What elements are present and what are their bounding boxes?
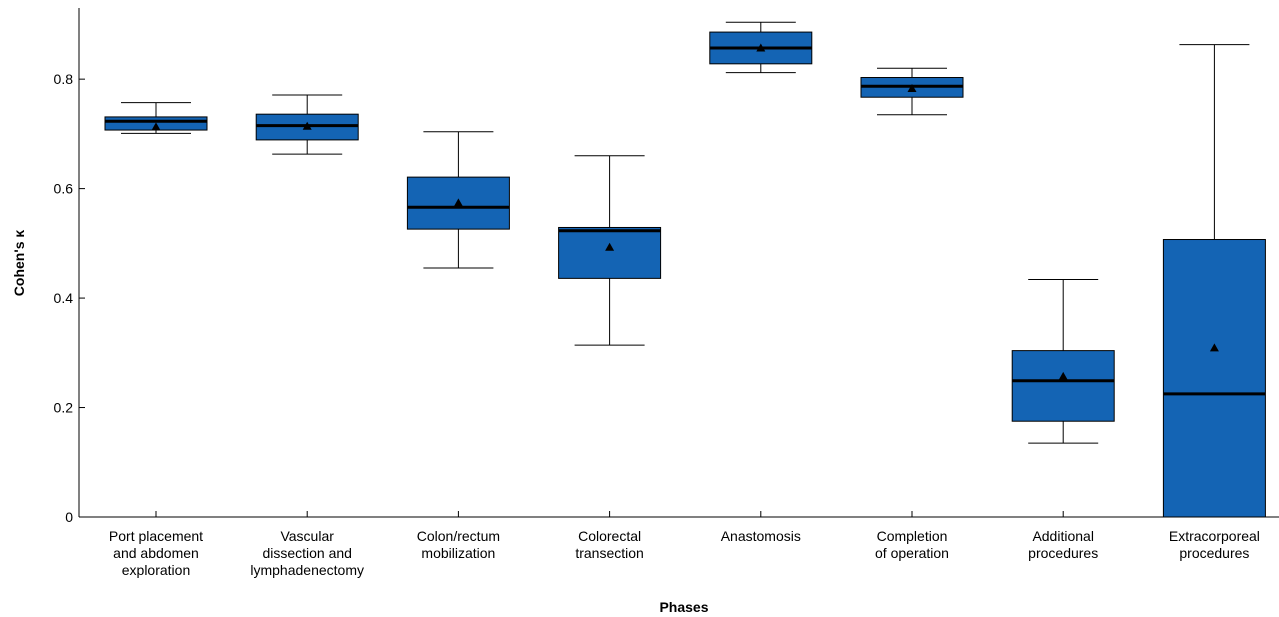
- x-tick-label-line: Port placement: [109, 528, 203, 544]
- x-tick-label: Extracorporeal procedures: [1169, 528, 1260, 561]
- y-axis-title: Cohen's κ: [11, 230, 27, 297]
- x-tick-label: Vascular dissection and lymphadenectomy: [250, 528, 364, 578]
- box-group: [709, 21, 813, 74]
- box-group: [558, 155, 662, 346]
- x-tick-label: Anastomosis: [721, 528, 801, 544]
- x-tick-label-line: Extracorporeal: [1169, 528, 1260, 544]
- box-group: [255, 94, 359, 155]
- boxes: [104, 21, 1266, 518]
- mean-marker: [453, 198, 463, 207]
- x-tick-label-line: lymphadenectomy: [250, 562, 364, 578]
- x-tick-label-line: Vascular: [280, 528, 334, 544]
- x-tick-label: Completion of operation: [875, 528, 949, 561]
- x-tick-label: Additional procedures: [1028, 528, 1098, 561]
- mean-marker: [1209, 343, 1219, 352]
- x-tick-label: Colorectal transection: [575, 528, 643, 561]
- y-tick-label: 0.4: [54, 290, 74, 306]
- mean-marker: [1058, 371, 1068, 380]
- x-tick-label-line: and abdomen: [113, 545, 199, 561]
- x-tick-label-line: exploration: [122, 562, 191, 578]
- x-tick-label-line: Additional: [1032, 528, 1094, 544]
- box-group: [860, 67, 964, 116]
- iqr-box: [1162, 239, 1266, 518]
- iqr-box: [558, 226, 662, 279]
- x-tick-label-line: Colorectal: [578, 528, 641, 544]
- x-tick-label-line: mobilization: [421, 545, 495, 561]
- y-tick-label: 0.8: [54, 71, 74, 87]
- x-tick-label-line: Colon/rectum: [417, 528, 500, 544]
- x-tick-label: Port placement and abdomen exploration: [109, 528, 203, 578]
- y-axis: 0 0.2 0.4 0.6 0.8: [54, 8, 85, 525]
- iqr-box: [1011, 350, 1115, 422]
- y-tick-label: 0.2: [54, 400, 74, 416]
- y-tick-label: 0.6: [54, 181, 74, 197]
- x-tick-label-line: Completion: [877, 528, 948, 544]
- x-tick-label-line: dissection and: [262, 545, 352, 561]
- mean-marker: [756, 43, 766, 52]
- mean-marker: [907, 84, 917, 93]
- box-group: [104, 102, 208, 134]
- mean-marker: [302, 121, 312, 130]
- box-group: [1162, 44, 1266, 518]
- x-tick-label-line: of operation: [875, 545, 949, 561]
- y-tick-label: 0: [65, 509, 73, 525]
- x-axis-title: Phases: [659, 599, 708, 615]
- box-group: [406, 131, 510, 269]
- x-tick-label-line: procedures: [1179, 545, 1249, 561]
- mean-marker: [605, 242, 615, 251]
- x-tick-label: Colon/rectum mobilization: [417, 528, 500, 561]
- x-tick-label-line: transection: [575, 545, 643, 561]
- x-tick-label-line: procedures: [1028, 545, 1098, 561]
- box-group: [1011, 278, 1115, 444]
- x-tick-label-line: Anastomosis: [721, 528, 801, 544]
- x-axis: Port placement and abdomen exploration Vasc…: [79, 511, 1279, 578]
- mean-marker: [151, 122, 161, 131]
